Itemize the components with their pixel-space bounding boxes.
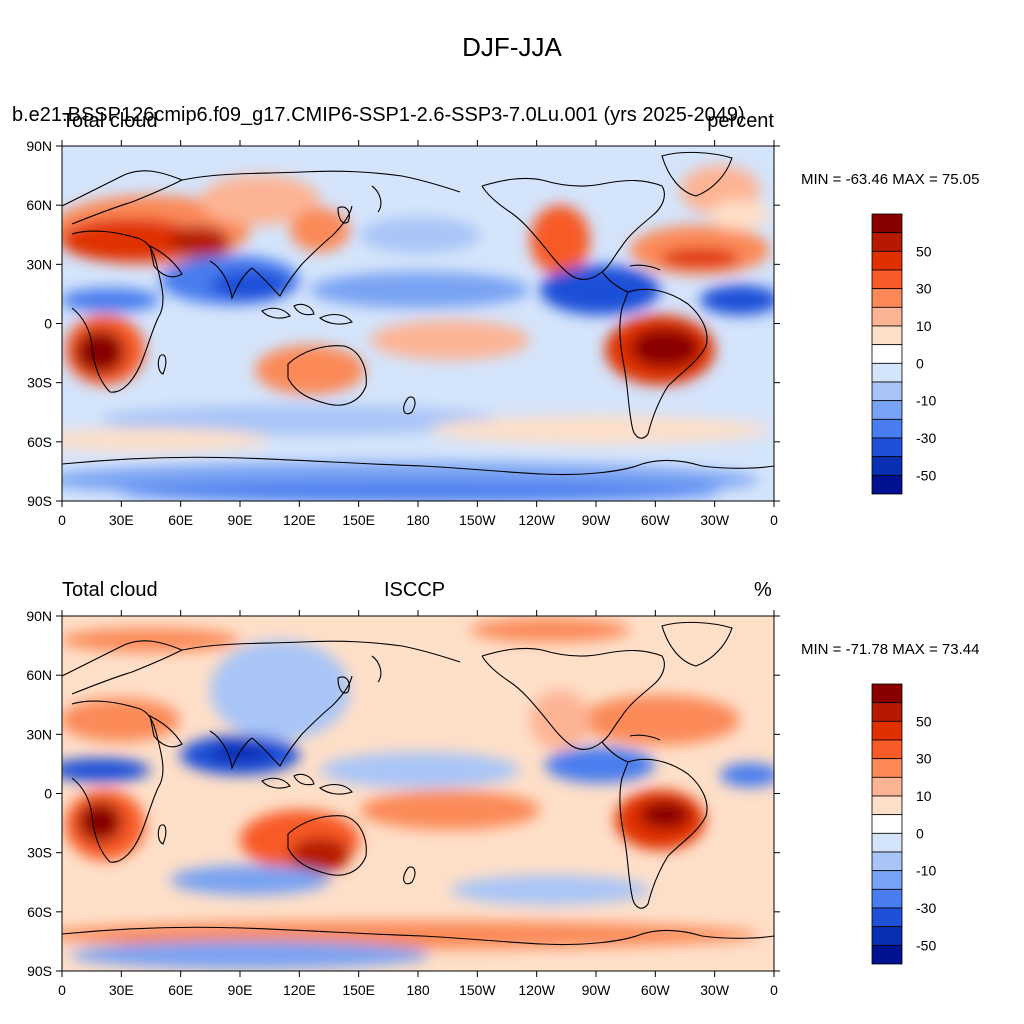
colorbar-swatch: [871, 907, 903, 928]
colorbar-swatch: [871, 288, 903, 308]
colorbar-swatch: [871, 474, 903, 495]
lon-tick-label: 150W: [459, 512, 496, 528]
colorbar-label: 50: [916, 713, 932, 729]
lon-tick-label: 30E: [109, 512, 134, 528]
colorbar-swatch: [871, 702, 903, 722]
colorbar-swatch: [871, 344, 903, 364]
lon-tick-label: 0: [770, 512, 778, 528]
lon-tick-label: 120E: [283, 982, 316, 998]
lon-tick-label: 150E: [342, 512, 375, 528]
colorbar-label: -50: [916, 937, 936, 953]
lon-tick-label: 0: [58, 982, 66, 998]
lon-tick-label: 90E: [228, 982, 253, 998]
colorbar-swatch: [871, 381, 903, 402]
colorbar-swatch: [871, 776, 903, 797]
panel1-run-label: b.e21.BSSP126cmip6.f09_g17.CMIP6-SSP1-2.…: [12, 104, 745, 126]
colorbar-swatch: [871, 250, 903, 271]
lat-tick-label: 30N: [26, 726, 52, 742]
colorbar-swatch: [871, 683, 903, 704]
lon-tick-label: 180: [406, 982, 430, 998]
lon-tick-label: 60W: [641, 512, 671, 528]
colorbar-swatch: [871, 362, 903, 383]
lon-tick-label: 150W: [459, 982, 496, 998]
lon-tick-label: 150E: [342, 982, 375, 998]
colorbar-swatch: [871, 437, 903, 458]
lat-tick-label: 60N: [26, 667, 52, 683]
colorbar-label: 10: [916, 788, 932, 804]
panel2-min-max: MIN = -71.78 MAX = 73.44: [801, 641, 980, 658]
lat-tick-label: 60N: [26, 197, 52, 213]
colorbar-label: 50: [916, 243, 932, 259]
lon-tick-label: 90W: [582, 982, 612, 998]
lat-tick-label: 30S: [27, 375, 52, 391]
colorbar-swatch: [871, 325, 903, 346]
lat-tick-label: 60S: [27, 434, 52, 450]
colorbar-swatch: [871, 832, 903, 853]
colorbar-swatch: [871, 888, 903, 909]
panel2-left-label: Total cloud: [62, 579, 158, 601]
lat-tick-label: 90S: [27, 493, 52, 509]
colorbar-swatch: [871, 926, 903, 946]
lat-tick-label: 90S: [27, 963, 52, 979]
lon-tick-label: 120E: [283, 512, 316, 528]
colorbar-swatch: [871, 870, 903, 890]
colorbar-label: 30: [916, 281, 932, 297]
lon-tick-label: 60W: [641, 982, 671, 998]
colorbar-swatch: [871, 400, 903, 420]
lon-tick-label: 120W: [518, 982, 555, 998]
colorbar-label: 0: [916, 355, 924, 371]
colorbar-swatch: [871, 232, 903, 252]
lon-tick-label: 90W: [582, 512, 612, 528]
panel2-center-label: ISCCP: [384, 579, 446, 601]
lat-tick-label: 0: [44, 316, 52, 332]
lat-tick-label: 60S: [27, 904, 52, 920]
colorbar-swatch: [871, 269, 903, 290]
panel1-right-label: percent: [707, 110, 774, 132]
colorbar-swatch: [871, 795, 903, 816]
panel1-min-max: MIN = -63.46 MAX = 75.05: [801, 171, 980, 188]
lon-tick-label: 60E: [168, 982, 193, 998]
colorbar-swatch: [871, 418, 903, 439]
colorbar-label: -10: [916, 393, 936, 409]
colorbar-label: -50: [916, 467, 936, 483]
colorbar-label: -10: [916, 863, 936, 879]
lon-tick-label: 60E: [168, 512, 193, 528]
panel2-map: [62, 616, 774, 971]
lat-tick-label: 0: [44, 786, 52, 802]
colorbar-label: 0: [916, 825, 924, 841]
colorbar-swatch: [871, 851, 903, 872]
colorbar-swatch: [871, 213, 903, 234]
colorbar-label: -30: [916, 430, 936, 446]
colorbar-swatch: [871, 814, 903, 834]
colorbar-swatch: [871, 758, 903, 778]
panel2-right-label: %: [754, 579, 772, 601]
colorbar-swatch: [871, 739, 903, 760]
lon-tick-label: 30W: [700, 982, 730, 998]
colorbar-swatch: [871, 306, 903, 327]
lon-tick-label: 30E: [109, 982, 134, 998]
lat-tick-label: 30S: [27, 845, 52, 861]
lon-tick-label: 0: [770, 982, 778, 998]
colorbar-label: -30: [916, 900, 936, 916]
colorbar-label: 10: [916, 318, 932, 334]
lat-tick-label: 90N: [26, 608, 52, 624]
panel1-left-label: Total cloud: [62, 110, 158, 132]
lat-tick-label: 30N: [26, 256, 52, 272]
figure-title: DJF-JJA: [462, 32, 562, 62]
lon-tick-label: 30W: [700, 512, 730, 528]
lon-tick-label: 180: [406, 512, 430, 528]
colorbar-swatch: [871, 456, 903, 476]
lon-tick-label: 120W: [518, 512, 555, 528]
colorbar-swatch: [871, 720, 903, 741]
lat-tick-label: 90N: [26, 138, 52, 154]
panel1-map: [62, 146, 774, 501]
lon-tick-label: 0: [58, 512, 66, 528]
lon-tick-label: 90E: [228, 512, 253, 528]
colorbar-swatch: [871, 944, 903, 965]
colorbar-label: 30: [916, 751, 932, 767]
